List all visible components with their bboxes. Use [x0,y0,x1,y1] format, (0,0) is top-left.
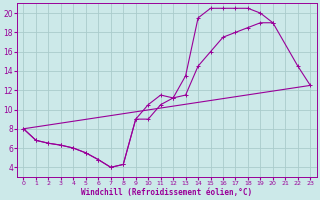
X-axis label: Windchill (Refroidissement éolien,°C): Windchill (Refroidissement éolien,°C) [81,188,252,197]
